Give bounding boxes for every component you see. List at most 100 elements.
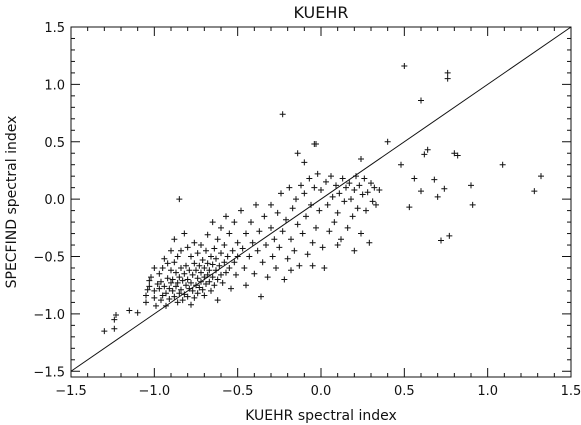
data-point <box>281 276 288 283</box>
data-point <box>181 291 188 298</box>
data-point <box>174 299 181 306</box>
data-point <box>304 251 311 258</box>
data-point <box>401 63 408 70</box>
data-point <box>261 213 268 220</box>
data-point <box>238 207 244 214</box>
data-point <box>269 253 276 260</box>
data-point <box>201 274 208 281</box>
data-point <box>351 247 358 254</box>
data-point <box>183 282 189 289</box>
data-point <box>178 247 184 254</box>
data-point <box>223 213 229 220</box>
data-point <box>203 281 209 288</box>
data-point <box>169 276 176 283</box>
data-point <box>339 175 346 182</box>
x-tick-label: 1.5 <box>561 384 581 399</box>
data-point <box>354 205 361 212</box>
data-point <box>194 290 201 297</box>
data-point <box>174 279 181 286</box>
data-point <box>188 301 194 308</box>
data-point <box>221 242 228 249</box>
data-point <box>264 274 271 281</box>
data-point <box>159 264 166 271</box>
data-point <box>168 279 174 286</box>
data-point <box>151 264 158 271</box>
data-point <box>174 253 181 260</box>
x-tick-label: 0.0 <box>311 384 332 399</box>
data-point <box>311 184 318 191</box>
data-point <box>156 285 163 292</box>
data-point <box>171 236 178 243</box>
data-point <box>193 282 199 289</box>
data-point <box>223 269 229 276</box>
data-point <box>206 267 213 274</box>
data-point <box>224 253 231 260</box>
data-point <box>184 276 191 283</box>
data-point <box>348 196 354 203</box>
data-point <box>316 207 323 214</box>
x-tick-label: 0.5 <box>394 384 415 399</box>
data-point <box>158 297 164 304</box>
x-tick-label: −1.5 <box>55 384 87 399</box>
data-point <box>301 159 308 166</box>
data-point <box>186 267 193 274</box>
data-point <box>189 271 196 278</box>
data-point <box>309 262 316 269</box>
data-point <box>173 269 179 276</box>
data-point <box>146 277 153 284</box>
data-point <box>384 138 391 145</box>
data-point <box>176 274 183 281</box>
data-point <box>446 232 453 239</box>
data-point <box>284 255 291 262</box>
data-point <box>226 264 233 271</box>
data-point <box>296 262 303 269</box>
data-point <box>366 239 373 246</box>
data-point <box>308 201 314 208</box>
data-point <box>369 198 376 205</box>
data-point <box>376 186 383 193</box>
data-point <box>211 282 218 289</box>
data-point <box>216 262 223 269</box>
data-point <box>178 264 184 271</box>
data-point <box>184 244 191 251</box>
data-point <box>209 274 216 281</box>
data-point <box>338 236 344 243</box>
data-point <box>168 247 174 254</box>
data-point <box>213 267 219 274</box>
data-point <box>199 256 206 263</box>
data-point <box>268 201 274 208</box>
data-point <box>248 219 254 226</box>
data-point <box>263 242 269 249</box>
data-point <box>294 150 301 157</box>
data-point <box>424 146 431 153</box>
data-point <box>274 209 281 216</box>
data-point <box>183 262 189 269</box>
data-point <box>333 182 339 189</box>
data-point <box>444 69 451 76</box>
data-point <box>294 221 301 228</box>
data-point <box>204 271 211 278</box>
data-point <box>196 262 203 269</box>
data-point <box>293 196 299 203</box>
data-point <box>344 224 351 231</box>
y-tick-label: 1.0 <box>44 78 65 93</box>
data-point <box>146 283 153 290</box>
data-point <box>421 151 428 158</box>
data-point <box>329 193 336 200</box>
data-point <box>371 184 378 191</box>
data-point <box>363 207 369 214</box>
data-point <box>219 279 226 286</box>
data-point <box>188 279 194 286</box>
plot-frame <box>70 26 572 378</box>
data-point <box>218 271 224 278</box>
data-point <box>314 170 321 177</box>
data-point <box>191 260 198 267</box>
data-point <box>288 267 294 274</box>
data-point <box>206 278 213 285</box>
data-point <box>531 188 538 195</box>
data-point <box>173 283 179 290</box>
data-point <box>298 182 304 189</box>
data-point <box>241 264 248 271</box>
data-point <box>451 150 458 157</box>
y-tick-label: −1.0 <box>33 308 65 323</box>
